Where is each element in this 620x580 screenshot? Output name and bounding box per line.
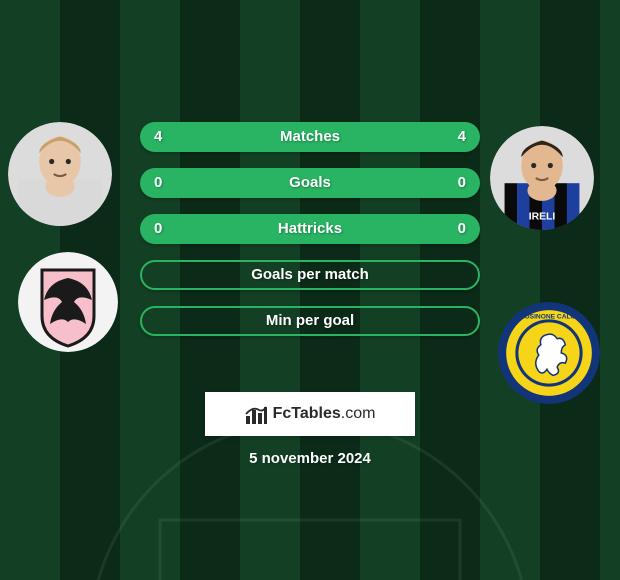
brand-text: FcTables.com bbox=[273, 405, 376, 423]
stat-label: Min per goal bbox=[266, 306, 354, 336]
comparison-card: Jeremy Le Douaron vs Luca Garritano Club… bbox=[0, 0, 620, 580]
stat-label: Goals bbox=[289, 168, 331, 198]
stats-panel: Matches 4 4 Goals 0 0 Hattricks 0 0 Goals per mat… bbox=[140, 122, 480, 352]
stat-left-value: 4 bbox=[154, 122, 162, 152]
stat-right-value: 4 bbox=[458, 122, 466, 152]
stat-label: Matches bbox=[280, 122, 340, 152]
svg-text:FROSINONE CALCIO: FROSINONE CALCIO bbox=[516, 313, 583, 320]
player-left-photo bbox=[8, 122, 112, 226]
brand-icon bbox=[245, 404, 267, 424]
stat-row-min-per-goal: Min per goal bbox=[140, 306, 480, 336]
stat-row-matches: Matches 4 4 bbox=[140, 122, 480, 152]
club-left-badge bbox=[18, 252, 118, 352]
brand-main: FcTables bbox=[273, 405, 341, 422]
footer-date: 5 november 2024 bbox=[0, 450, 620, 467]
brand-suffix: .com bbox=[341, 405, 376, 422]
stat-row-hattricks: Hattricks 0 0 bbox=[140, 214, 480, 244]
player-right-photo: IRELI bbox=[490, 126, 594, 230]
stat-label: Goals per match bbox=[251, 260, 369, 290]
stat-right-value: 0 bbox=[458, 214, 466, 244]
brand-box: FcTables.com bbox=[205, 392, 415, 436]
stat-right-value: 0 bbox=[458, 168, 466, 198]
stat-left-value: 0 bbox=[154, 168, 162, 198]
stat-left-value: 0 bbox=[154, 214, 162, 244]
svg-text:IRELI: IRELI bbox=[529, 212, 556, 223]
club-right-badge: FROSINONE CALCIO bbox=[498, 302, 600, 404]
stat-row-goals: Goals 0 0 bbox=[140, 168, 480, 198]
stat-label: Hattricks bbox=[278, 214, 342, 244]
stat-row-goals-per-match: Goals per match bbox=[140, 260, 480, 290]
